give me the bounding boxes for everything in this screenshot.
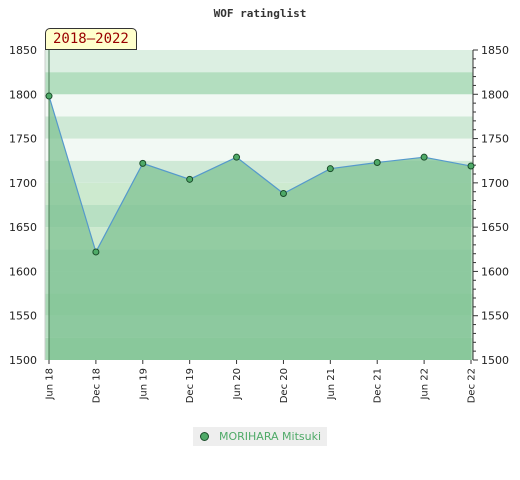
x-tick-label: Dec 20 bbox=[279, 368, 290, 403]
x-tick-label: Jun 19 bbox=[138, 368, 149, 401]
legend-player-name: MORIHARA Mitsuki bbox=[219, 430, 322, 443]
y-tick-label-left: 1700 bbox=[9, 177, 37, 190]
period-badge: 2018–2022 bbox=[45, 28, 137, 50]
band bbox=[45, 116, 473, 139]
x-tick-label: Jun 20 bbox=[232, 368, 243, 401]
y-tick-label-left: 1500 bbox=[9, 354, 37, 367]
band bbox=[45, 50, 473, 73]
data-point bbox=[420, 153, 428, 161]
data-point bbox=[139, 159, 147, 167]
band bbox=[45, 94, 473, 117]
y-tick-label-left: 1850 bbox=[9, 44, 37, 57]
y-tick-label-right: 1600 bbox=[481, 265, 509, 278]
data-point bbox=[186, 175, 194, 183]
chart-title: WOF ratinglist bbox=[214, 7, 307, 20]
rating-series bbox=[45, 92, 475, 256]
legend-marker-icon bbox=[200, 432, 209, 441]
x-tick-label: Dec 21 bbox=[373, 368, 384, 403]
data-point bbox=[45, 92, 53, 100]
y-tick-label-right: 1500 bbox=[481, 354, 509, 367]
data-point bbox=[467, 162, 475, 170]
x-tick-label: Jun 21 bbox=[326, 368, 337, 401]
data-point bbox=[326, 165, 334, 173]
data-point bbox=[233, 153, 241, 161]
x-tick-label: Jun 18 bbox=[45, 368, 56, 401]
data-point bbox=[279, 189, 287, 197]
series-line bbox=[48, 95, 472, 254]
y-tick-label-left: 1550 bbox=[9, 310, 37, 323]
legend[interactable]: MORIHARA Mitsuki bbox=[193, 427, 327, 446]
x-tick-label: Jun 22 bbox=[420, 368, 431, 401]
rating-area bbox=[49, 96, 471, 361]
data-point bbox=[92, 248, 100, 256]
y-tick-label-right: 1800 bbox=[481, 88, 509, 101]
y-tick-label-right: 1700 bbox=[481, 177, 509, 190]
y-tick-label-right: 1650 bbox=[481, 221, 509, 234]
y-tick-label-left: 1750 bbox=[9, 133, 37, 146]
area-fill bbox=[49, 96, 471, 361]
x-tick-label: Dec 22 bbox=[467, 368, 478, 403]
y-tick-label-right: 1850 bbox=[481, 44, 509, 57]
y-tick-label-right: 1750 bbox=[481, 133, 509, 146]
x-tick-label: Dec 19 bbox=[185, 368, 196, 403]
y-tick-label-left: 1650 bbox=[9, 221, 37, 234]
data-point bbox=[373, 158, 381, 166]
y-tick-label-left: 1800 bbox=[9, 88, 37, 101]
band bbox=[45, 72, 473, 95]
axes: 1500 1500 1550 1550 1600 1600 1650 1650 1700 1700… bbox=[9, 44, 509, 403]
band bbox=[45, 138, 473, 161]
y-tick-label-left: 1600 bbox=[9, 265, 37, 278]
y-tick-label-right: 1550 bbox=[481, 310, 509, 323]
x-tick-label: Dec 18 bbox=[91, 368, 102, 403]
